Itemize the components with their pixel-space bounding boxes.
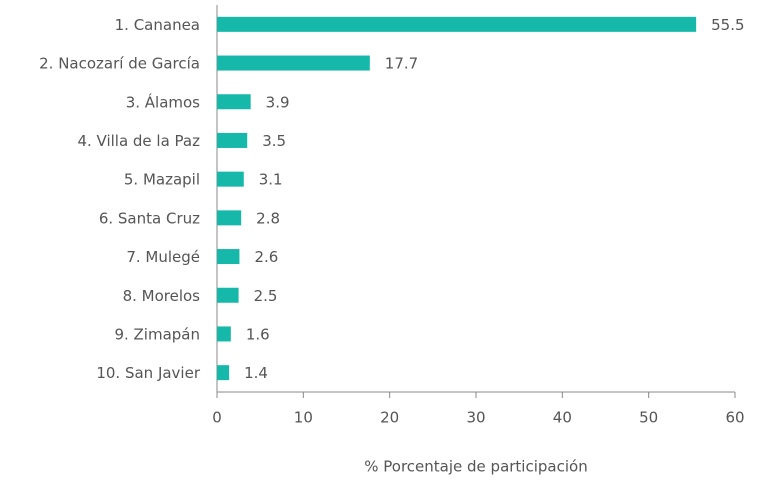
y-tick-label: 2. Nacozarí de García [39, 55, 200, 73]
bar [217, 210, 242, 226]
x-tick-label: 0 [212, 409, 222, 427]
x-tick-label: 10 [294, 409, 313, 427]
y-tick-label: 10. San Javier [96, 364, 201, 382]
x-tick-label: 50 [639, 409, 658, 427]
value-label: 1.4 [244, 364, 268, 382]
y-tick-label: 6. Santa Cruz [99, 209, 200, 227]
y-tick-label: 9. Zimapán [114, 325, 200, 343]
x-tick-label: 20 [380, 409, 399, 427]
value-label: 3.5 [262, 132, 286, 150]
y-tick-label: 8. Morelos [123, 287, 201, 305]
value-label: 1.6 [246, 325, 270, 343]
value-label: 3.1 [259, 171, 283, 189]
bar [217, 365, 230, 381]
bar [217, 287, 239, 303]
y-tick-label: 5. Mazapil [124, 171, 200, 189]
y-tick-label: 7. Mulegé [126, 248, 200, 266]
bar [217, 171, 244, 187]
bar [217, 132, 248, 148]
bar [217, 249, 240, 265]
value-label: 17.7 [385, 55, 418, 73]
y-tick-label: 4. Villa de la Paz [77, 132, 200, 150]
bar [217, 16, 697, 32]
x-tick-label: 60 [725, 409, 744, 427]
value-label: 2.8 [256, 209, 280, 227]
value-label: 3.9 [266, 93, 290, 111]
value-label: 55.5 [711, 16, 744, 34]
bar [217, 55, 370, 71]
bar [217, 94, 251, 110]
x-axis-label: % Porcentaje de participación [364, 458, 587, 476]
value-label: 2.5 [254, 287, 278, 305]
bar [217, 326, 231, 342]
y-tick-label: 1. Cananea [115, 16, 200, 34]
x-tick-label: 30 [466, 409, 485, 427]
value-label: 2.6 [254, 248, 278, 266]
x-tick-label: 40 [553, 409, 572, 427]
y-tick-label: 3. Álamos [126, 92, 200, 111]
